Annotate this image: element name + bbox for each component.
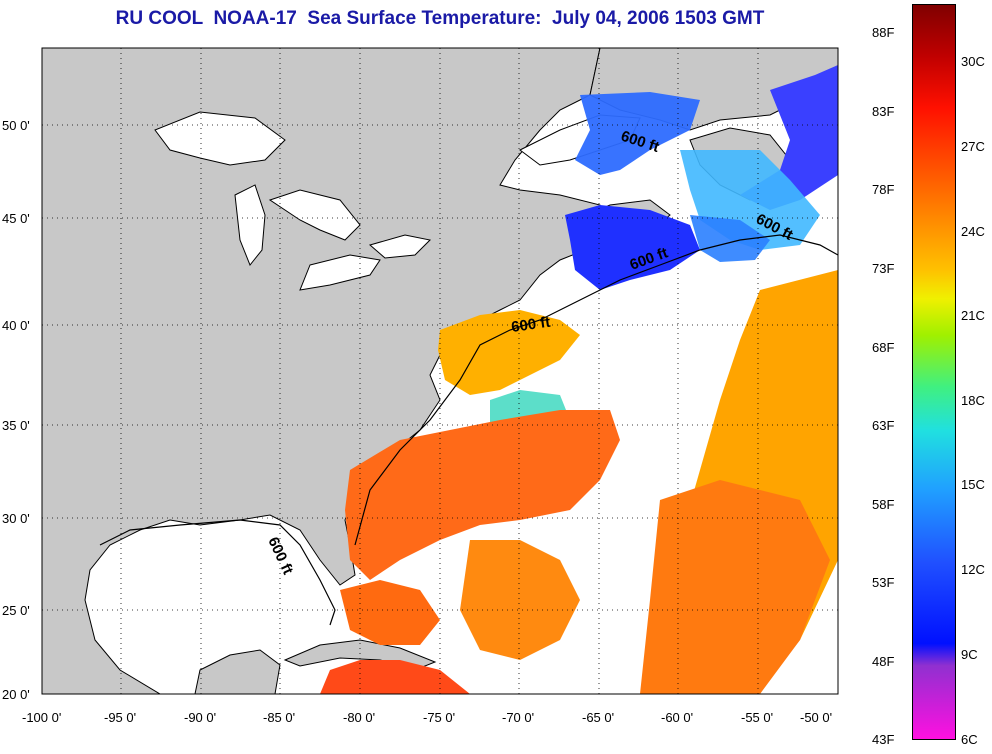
lon-label: -70 0'	[502, 710, 534, 725]
colorbar-c-label: 24C	[961, 224, 985, 239]
sst-patch-caribbean	[320, 660, 470, 694]
colorbar-c-label: 27C	[961, 139, 985, 154]
colorbar-c-label: 30C	[961, 54, 985, 69]
colorbar-f-label: 43F	[872, 732, 895, 747]
colorbar-f-label: 63F	[872, 418, 895, 433]
colorbar-f-label: 78F	[872, 182, 895, 197]
temperature-colorbar	[912, 4, 956, 740]
sst-patch-scotian	[690, 215, 770, 262]
sst-patch-labrador	[575, 92, 700, 175]
sst-patch-bahamas	[340, 580, 440, 645]
great-lakes	[154, 111, 432, 291]
colorbar-f-label: 83F	[872, 104, 895, 119]
colorbar-f-label: 88F	[872, 25, 895, 40]
colorbar-c-label: 6C	[961, 732, 978, 747]
colorbar-c-label: 15C	[961, 477, 985, 492]
sst-patch-mid-atlantic	[438, 310, 580, 395]
lat-label: 30 0'	[2, 511, 30, 526]
map-title: RU COOL NOAA-17 Sea Surface Temperature:…	[115, 8, 765, 29]
lon-label: -100 0'	[22, 710, 61, 725]
colorbar-c-label: 21C	[961, 308, 985, 323]
lat-label: 20 0'	[2, 687, 30, 702]
sst-patch-sargasso	[460, 540, 580, 660]
colorbar-f-label: 68F	[872, 340, 895, 355]
sst-data	[320, 65, 838, 694]
colorbar-f-label: 58F	[872, 497, 895, 512]
isobath-contour	[99, 234, 838, 626]
sst-patch-carolina	[345, 410, 620, 580]
colorbar-f-label: 48F	[872, 654, 895, 669]
contour-label-4: 600 ft	[510, 314, 551, 336]
lat-label: 35 0'	[2, 418, 30, 433]
sst-patch-east-swath-south	[640, 480, 830, 694]
lon-label: -60 0'	[661, 710, 693, 725]
lon-label: -50 0'	[800, 710, 832, 725]
lat-label: 50 0'	[2, 118, 30, 133]
lon-label: -95 0'	[104, 710, 136, 725]
colorbar-c-label: 9C	[961, 647, 978, 662]
sst-patch-newfoundland	[740, 65, 838, 210]
yucatan-land	[194, 649, 281, 694]
colorbar-f-label: 73F	[872, 261, 895, 276]
lon-label: -55 0'	[741, 710, 773, 725]
lat-label: 40 0'	[2, 318, 30, 333]
lon-label: -85 0'	[263, 710, 295, 725]
colorbar-c-label: 12C	[961, 562, 985, 577]
longitude-axis: -100 0' -95 0' -90 0' -85 0' -80 0' -75 …	[22, 710, 832, 725]
colorbar-c-label: 18C	[961, 393, 985, 408]
lon-label: -80 0'	[343, 710, 375, 725]
latitude-axis: 50 0' 45 0' 40 0' 35 0' 30 0' 25 0' 20 0…	[2, 118, 30, 702]
lat-label: 45 0'	[2, 211, 30, 226]
lon-label: -90 0'	[184, 710, 216, 725]
colorbar-f-label: 53F	[872, 575, 895, 590]
lat-label: 25 0'	[2, 603, 30, 618]
lon-label: -75 0'	[423, 710, 455, 725]
lon-label: -65 0'	[582, 710, 614, 725]
